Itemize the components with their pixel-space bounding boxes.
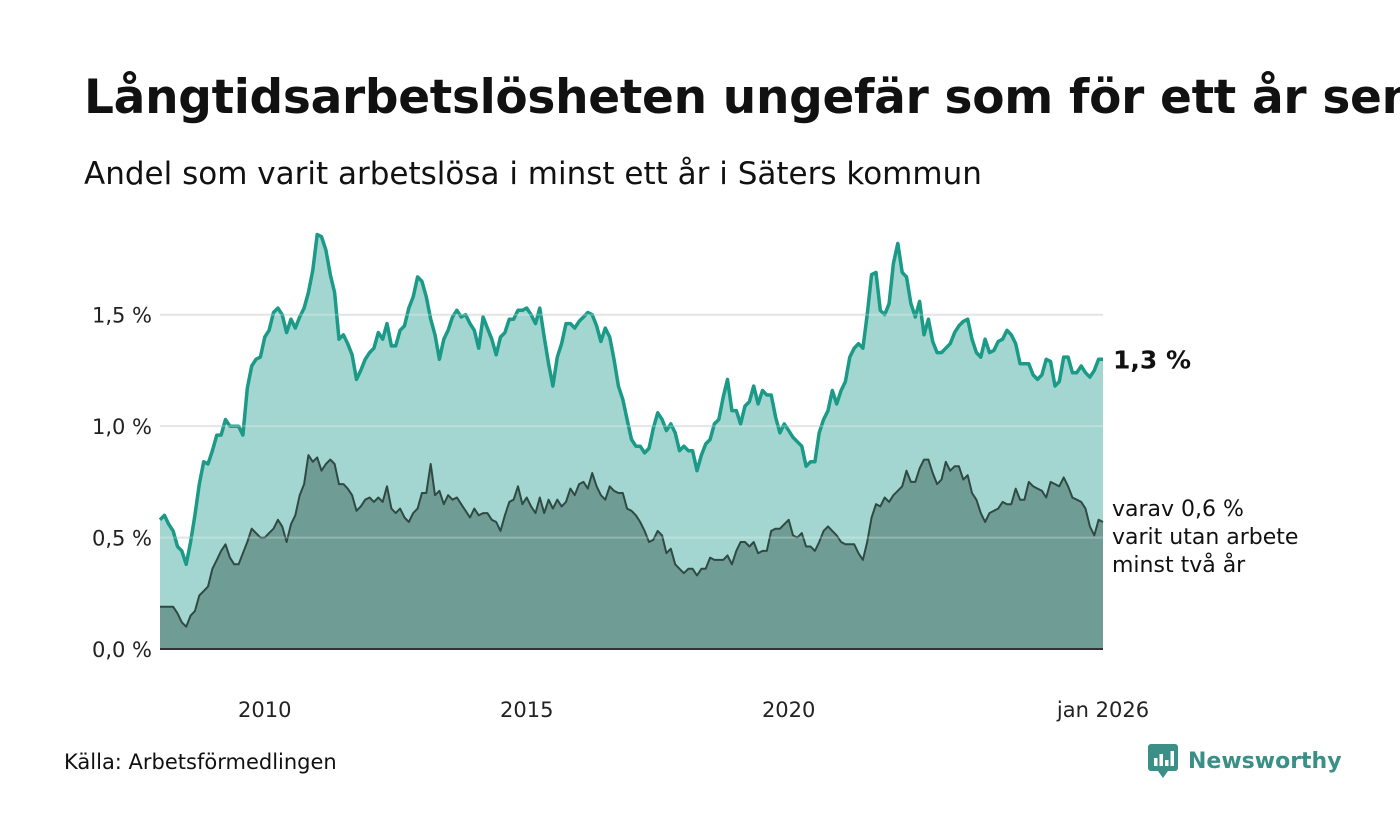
x-tick-label: 2020 (762, 698, 815, 722)
area-two-year-fill (160, 455, 1103, 649)
end-label-two-year: varav 0,6 % varit utan arbete minst två år (1112, 497, 1298, 578)
end-label-line: varav 0,6 % (1112, 497, 1244, 522)
y-tick-label: 1,0 % (92, 415, 152, 439)
source-note: Källa: Arbetsförmedlingen (64, 750, 337, 774)
x-tick-label: 2015 (500, 698, 553, 722)
end-label-total: 1,3 % (1113, 345, 1191, 374)
y-tick-label: 0,5 % (92, 527, 152, 551)
newsworthy-logo-icon (1148, 744, 1178, 778)
x-tick-label: jan 2026 (1056, 698, 1149, 722)
brand-name: Newsworthy (1188, 748, 1342, 774)
end-label-line: minst två år (1112, 552, 1246, 578)
line-total (158, 232, 1103, 567)
chart-title: Långtidsarbetslösheten ungefär som för e… (84, 70, 1400, 125)
brand-logo: Newsworthy (1148, 744, 1342, 778)
x-tick-label: 2010 (238, 698, 291, 722)
end-label-line: varit utan arbete (1112, 525, 1298, 550)
y-tick-label: 0,0 % (92, 638, 152, 662)
chart-subtitle: Andel som varit arbetslösa i minst ett å… (84, 156, 982, 192)
y-tick-label: 1,5 % (92, 304, 152, 328)
line-two-year (160, 454, 1104, 628)
